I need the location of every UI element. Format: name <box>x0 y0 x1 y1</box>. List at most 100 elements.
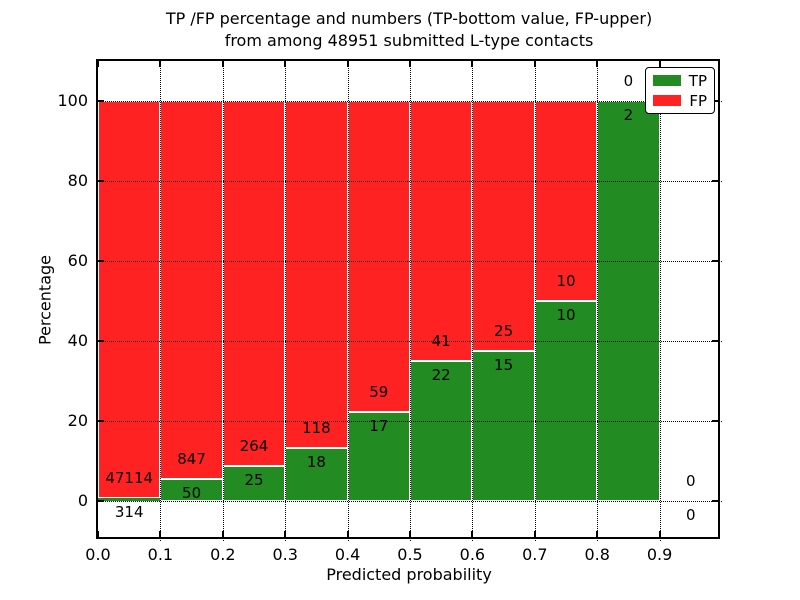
bar-segment-fp <box>534 101 598 301</box>
x-tick-label: 0.5 <box>397 545 423 564</box>
x-axis-label: Predicted probability <box>326 565 492 584</box>
annotation-tp-count: 0 <box>686 506 696 524</box>
annotation-fp-count: 847 <box>177 449 206 468</box>
x-tick-mark-top <box>533 61 536 67</box>
bar-segment-fp <box>160 101 223 479</box>
y-tick-mark <box>98 420 104 422</box>
x-tick-mark <box>533 531 536 537</box>
y-tick-mark-right <box>712 340 718 342</box>
annotation-fp-count: 0 <box>623 72 634 90</box>
grid-line-vertical <box>597 61 599 541</box>
annotation-tp-count: 18 <box>306 453 326 472</box>
bar-segment-tp <box>222 466 286 501</box>
x-tick-label: 0.1 <box>147 545 174 564</box>
grid-line-vertical <box>285 61 287 541</box>
grid-line-vertical <box>534 61 536 541</box>
y-tick-label: 0 <box>77 491 88 510</box>
y-tick-mark-right <box>712 260 718 262</box>
x-tick-mark-top <box>658 61 661 67</box>
x-tick-label: 0.4 <box>334 545 361 564</box>
annotation-fp-count: 118 <box>302 419 331 438</box>
x-tick-mark <box>471 531 474 537</box>
bar-segment-tp <box>597 101 660 501</box>
y-tick-mark-right <box>712 100 718 102</box>
y-tick-label: 100 <box>57 91 88 110</box>
y-tick-label: 20 <box>67 411 88 430</box>
annotation-fp-count: 59 <box>369 382 389 401</box>
legend-item-tp: TP <box>653 73 707 89</box>
grid-line-vertical <box>472 61 474 541</box>
x-tick-mark-top <box>596 61 599 67</box>
x-tick-mark-top <box>97 61 99 67</box>
x-tick-label: 0.3 <box>272 545 298 564</box>
annotation-fp-count: 41 <box>431 332 451 351</box>
x-tick-mark <box>596 531 599 537</box>
annotation-tp-count: 50 <box>182 483 202 502</box>
y-tick-mark-right <box>712 420 718 422</box>
x-tick-label: 0.0 <box>85 545 111 564</box>
annotation-tp-count: 25 <box>244 471 264 490</box>
x-tick-mark <box>658 531 661 537</box>
x-tick-mark <box>284 531 287 537</box>
x-tick-label: 0.6 <box>459 545 486 564</box>
x-tick-label: 0.7 <box>522 545 548 564</box>
grid-line-vertical <box>410 61 411 541</box>
grid-line-vertical <box>347 61 349 541</box>
annotation-fp-count: 25 <box>494 322 514 340</box>
annotation-tp-count: 2 <box>623 106 634 124</box>
x-tick-mark <box>221 531 224 537</box>
grid-line-vertical <box>222 61 224 541</box>
bar-segment-fp <box>222 101 286 467</box>
x-tick-mark-top <box>221 61 224 67</box>
y-tick-mark <box>98 180 104 182</box>
bar-segment-fp <box>98 101 161 499</box>
plot-area: 47114 314 847 50 264 25 118 18 59 17 41 22 25 15 10 10 0… <box>96 59 722 541</box>
x-tick-mark-top <box>284 61 287 67</box>
annotation-tp-count: 10 <box>556 306 576 324</box>
x-tick-mark-top <box>159 61 162 67</box>
legend: TP FP <box>645 67 715 114</box>
annotation-tp-count: 314 <box>114 503 144 522</box>
bar-segment-tp <box>410 361 473 501</box>
annotation-fp-count: 47114 <box>105 469 154 488</box>
y-tick-mark-right <box>712 180 718 182</box>
y-tick-label: 60 <box>67 251 88 270</box>
x-tick-label: 0.2 <box>210 545 236 564</box>
legend-label-tp: TP <box>688 71 707 90</box>
chart-title-line1: TP /FP percentage and numbers (TP-bottom… <box>165 9 653 28</box>
annotation-fp-count: 10 <box>556 272 576 290</box>
bar-segment-fp <box>472 101 535 351</box>
x-tick-mark <box>346 531 349 537</box>
legend-label-fp: FP <box>689 91 707 110</box>
y-tick-mark <box>98 500 104 502</box>
annotation-tp-count: 22 <box>431 366 451 385</box>
x-tick-mark-top <box>471 61 474 67</box>
bar-segment-tp <box>347 411 410 501</box>
x-tick-mark-top <box>346 61 349 67</box>
bar-segment-tp <box>285 448 348 501</box>
chart-title-line2: from among 48951 submitted L-type contac… <box>224 31 594 50</box>
grid-line-vertical <box>160 61 162 541</box>
legend-item-fp: FP <box>653 93 707 109</box>
x-tick-mark <box>97 531 99 537</box>
annotation-tp-count: 15 <box>494 356 514 374</box>
y-tick-mark <box>98 260 104 262</box>
y-tick-label: 40 <box>67 331 88 350</box>
annotation-tp-count: 17 <box>369 416 389 435</box>
bar-segment-tp <box>98 498 161 501</box>
annotation-fp-count: 0 <box>686 472 696 490</box>
grid-line-vertical <box>659 61 661 541</box>
bar-segment-fp <box>285 101 348 449</box>
y-tick-mark <box>98 340 104 342</box>
x-tick-label: 0.8 <box>584 545 610 564</box>
x-tick-mark-top <box>409 61 411 67</box>
fp-swatch-icon <box>653 95 682 106</box>
annotation-fp-count: 264 <box>239 437 269 456</box>
x-tick-label: 0.9 <box>646 545 673 564</box>
chart-title: TP /FP percentage and numbers (TP-bottom… <box>97 8 721 52</box>
y-tick-mark <box>98 100 104 102</box>
x-tick-mark <box>409 531 411 537</box>
y-tick-mark-right <box>712 500 718 502</box>
y-tick-label: 80 <box>67 171 88 190</box>
